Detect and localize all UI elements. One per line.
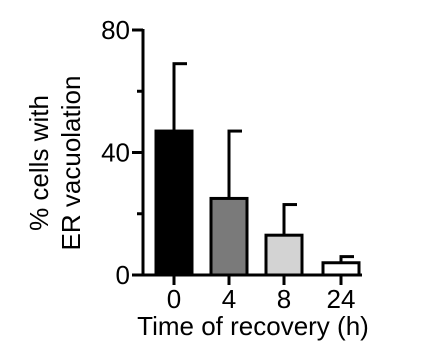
y-axis: 0 40 80 bbox=[101, 15, 145, 290]
x-axis-title: Time of recovery (h) bbox=[137, 311, 369, 341]
plot-area bbox=[154, 62, 361, 277]
bar-4h bbox=[209, 196, 249, 277]
x-tick-label: 24 bbox=[327, 284, 356, 314]
y-axis-title-line2: ER vacuolation bbox=[56, 76, 86, 251]
y-tick-label: 0 bbox=[116, 260, 130, 290]
bar-8h bbox=[264, 233, 304, 277]
y-tick-label: 40 bbox=[101, 138, 130, 168]
bar-0h bbox=[154, 129, 194, 277]
x-tick-label: 8 bbox=[277, 284, 291, 314]
y-axis-title-line1: % cells with bbox=[24, 95, 54, 231]
x-tick-label: 4 bbox=[222, 284, 236, 314]
bar-24h bbox=[321, 261, 361, 277]
x-axis: 0 4 8 24 bbox=[141, 273, 362, 314]
x-tick-label: 0 bbox=[167, 284, 181, 314]
y-tick-label: 80 bbox=[101, 15, 130, 45]
